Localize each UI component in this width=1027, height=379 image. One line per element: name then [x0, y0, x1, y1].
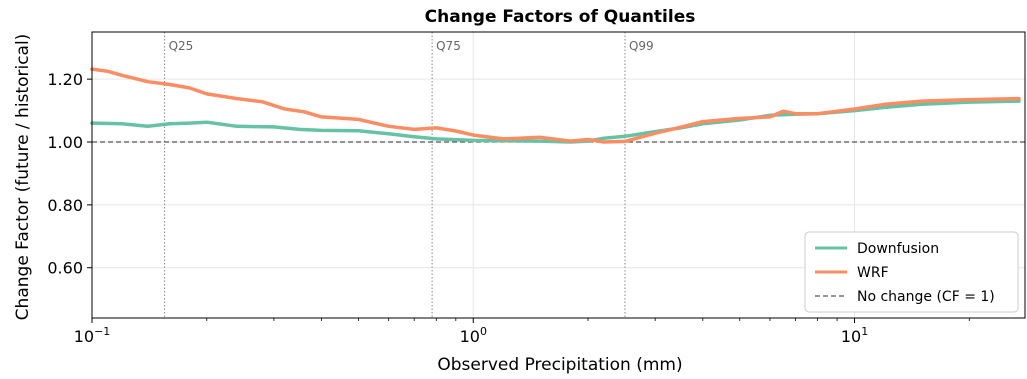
legend-label: No change (CF = 1) [857, 289, 995, 305]
x-ticks: 10−1 100 101 [74, 318, 970, 346]
series-line-wrf [90, 67, 1021, 144]
series-layer [90, 67, 1021, 144]
legend-label: WRF [857, 265, 889, 281]
x-axis-label: Observed Precipitation (mm) [437, 355, 682, 375]
y-tick-label: 1.20 [47, 70, 83, 89]
quantile-markers: Q25 Q75 Q99 [164, 32, 654, 318]
y-tick-label: 0.60 [47, 259, 83, 278]
series-line-downfusion [90, 99, 1021, 144]
legend-box [804, 231, 1019, 313]
y-ticks: 0.60 0.80 1.00 1.20 [47, 70, 92, 278]
chart-title: Change Factors of Quantiles [425, 7, 696, 27]
legend: Downfusion WRF No change (CF = 1) [804, 231, 1019, 313]
plot-frame [91, 31, 1026, 319]
x-tick-label: 100 [460, 325, 487, 346]
y-tick-label: 0.80 [47, 196, 83, 215]
x-tick-label: 10−1 [74, 325, 111, 346]
quantile-marker-label: Q25 [169, 39, 194, 53]
legend-label: Downfusion [857, 241, 939, 257]
y-tick-label: 1.00 [47, 133, 83, 152]
y-axis-label: Change Factor (future / historical) [13, 34, 33, 321]
quantile-marker-label: Q75 [436, 39, 461, 53]
x-tick-label: 101 [841, 325, 868, 346]
quantile-marker-label: Q99 [629, 39, 654, 53]
